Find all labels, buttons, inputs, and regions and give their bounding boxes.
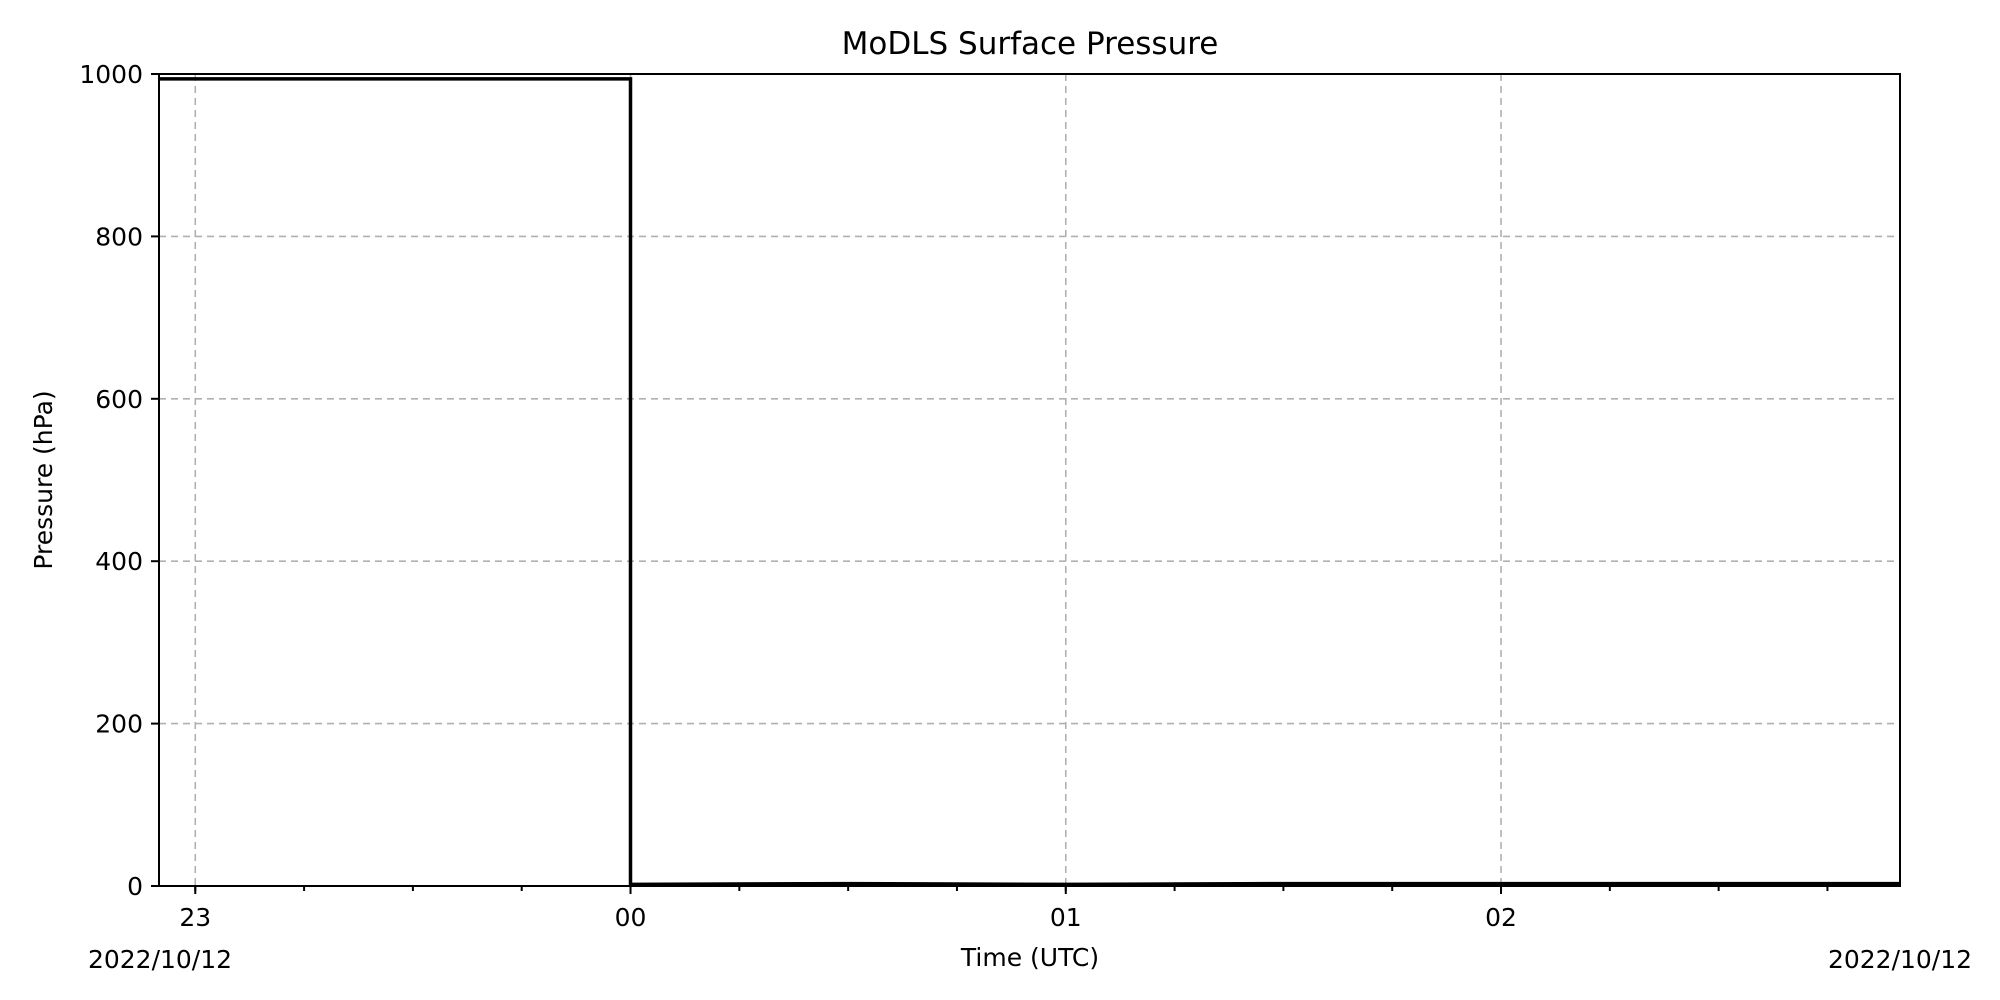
- x-start-date-label: 2022/10/12: [88, 945, 232, 974]
- x-tick-label: 01: [1050, 903, 1082, 932]
- y-tick-label: 0: [127, 872, 143, 901]
- x-end-date-label: 2022/10/12: [1828, 945, 1972, 974]
- pressure-series-line: [159, 77, 1900, 887]
- x-tick-label: 23: [179, 903, 211, 932]
- y-axis-label: Pressure (hPa): [29, 390, 58, 569]
- series-layer: [159, 77, 1900, 887]
- y-tick-label: 1000: [79, 60, 143, 89]
- x-tick-label: 00: [615, 903, 647, 932]
- y-tick-label: 800: [95, 222, 143, 251]
- axis-ticks: 0 200 400 600 800 1000 23 00 01 02: [79, 60, 1829, 932]
- y-tick-label: 600: [95, 385, 143, 414]
- y-tick-label: 200: [95, 710, 143, 739]
- plot-frame: [158, 73, 1901, 887]
- y-tick-label: 400: [95, 547, 143, 576]
- x-axis-label: Time (UTC): [960, 943, 1099, 972]
- grid: [159, 74, 1900, 886]
- chart-title: MoDLS Surface Pressure: [842, 26, 1219, 62]
- x-tick-label: 02: [1485, 903, 1517, 932]
